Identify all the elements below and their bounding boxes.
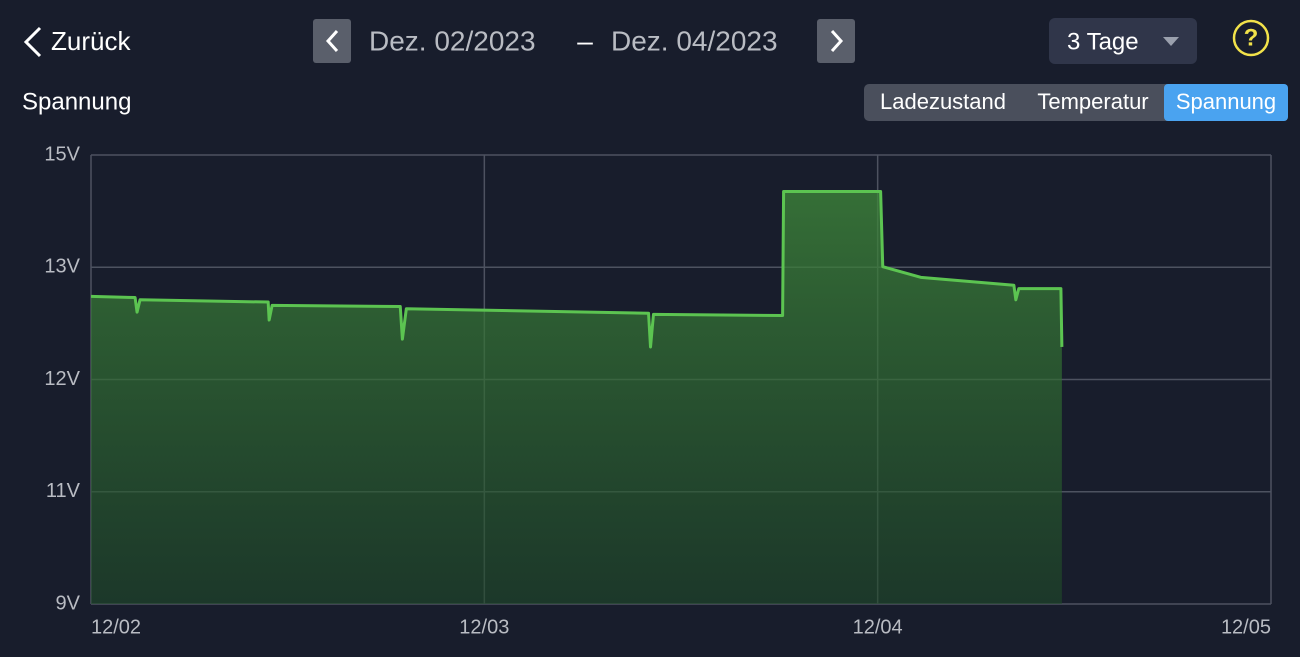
y-tick-label: 9V	[56, 592, 81, 614]
tab-label: Spannung	[1176, 89, 1276, 114]
tab[interactable]: Spannung	[1164, 84, 1288, 121]
line	[90, 189, 1064, 349]
tab-active-bg	[1164, 84, 1288, 121]
date-to: Dez. 04/2023	[611, 25, 778, 56]
help-button[interactable]: ?	[1232, 19, 1270, 57]
date-separator: –	[577, 25, 593, 56]
period-bg	[1049, 18, 1197, 64]
tab-label: Ladezustand	[880, 89, 1006, 114]
prev-button[interactable]	[313, 19, 351, 63]
y-tick-label: 15V	[44, 143, 80, 165]
y-tick-label: 12V	[44, 368, 80, 390]
tab-label: Temperatur	[1037, 89, 1148, 114]
back-label: Zurück	[51, 26, 131, 56]
next-icon	[830, 29, 844, 53]
x-tick-label: 12/02	[91, 616, 141, 638]
period-label: 3 Tage	[1067, 28, 1139, 55]
back-icon	[23, 26, 42, 58]
help-icon: ?	[1244, 24, 1259, 51]
back-button[interactable]: Zurück	[23, 26, 131, 58]
next-bg	[817, 19, 855, 63]
next-button[interactable]	[817, 19, 855, 63]
area-fill	[91, 191, 1062, 604]
tab[interactable]: Ladezustand	[880, 89, 1006, 114]
chart-title: Spannung	[22, 88, 131, 115]
help-circle	[1232, 19, 1270, 57]
dropdown-arrow	[1163, 37, 1179, 46]
tab[interactable]: Temperatur	[1037, 89, 1148, 114]
x-tick-label: 12/05	[1221, 616, 1271, 638]
y-tick-label: 13V	[44, 256, 80, 278]
period-dropdown[interactable]: 3 Tage	[1049, 18, 1197, 64]
y-tick-label: 11V	[46, 480, 81, 502]
plot: 15V 13V 12V 11V 9V 12/02 12/03 12/04 12/05	[44, 143, 1272, 638]
prev-bg	[313, 19, 351, 63]
x-tick-label: 12/04	[853, 616, 903, 638]
date-from: Dez. 02/2023	[369, 25, 536, 56]
x-tick-label: 12/03	[459, 616, 509, 638]
tab-bar: Ladezustand Temperatur Spannung	[864, 84, 1288, 121]
prev-icon	[325, 29, 339, 53]
